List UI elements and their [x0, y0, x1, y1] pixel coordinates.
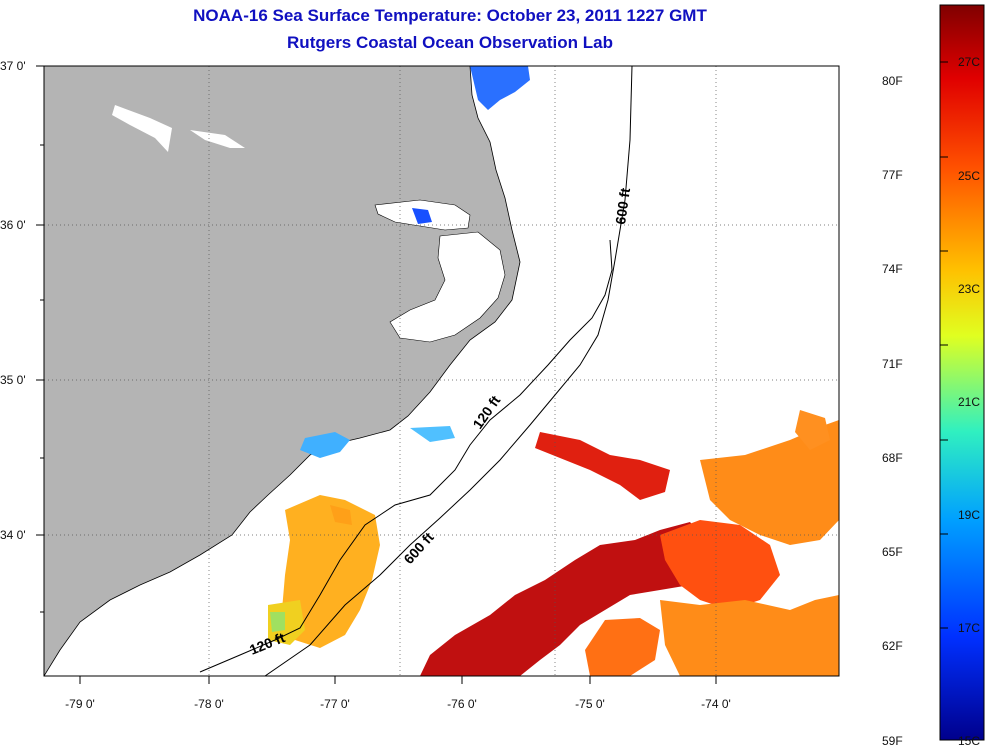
pamlico-sound [389, 231, 506, 343]
colorbar-f-label: 65F [882, 545, 903, 559]
colorbar-c-label: 15C [958, 734, 981, 748]
x-tick-label: -76 0' [447, 697, 477, 711]
colorbar-c-label: 17C [958, 621, 981, 635]
x-tick-label: -78 0' [194, 697, 224, 711]
x-tick-label: -79 0' [65, 697, 95, 711]
contour-label-600-north: 600 ft [612, 187, 633, 226]
map-subtitle: Rutgers Coastal Ocean Observation Lab [287, 33, 613, 52]
x-tick-label: -74 0' [701, 697, 731, 711]
y-tick-label: 34 0' [0, 528, 26, 542]
sst-patches [268, 66, 839, 676]
y-tick-label: 36 0' [0, 218, 26, 232]
contour-600ft [264, 66, 633, 676]
colorbar-c-label: 21C [958, 395, 981, 409]
colorbar-f-label: 77F [882, 168, 903, 182]
map-title: NOAA-16 Sea Surface Temperature: October… [193, 6, 707, 25]
colorbar-f-label: 74F [882, 262, 903, 276]
axis-ticks [36, 65, 717, 684]
colorbar-c-label: 23C [958, 282, 981, 296]
colorbar-c-label: 27C [958, 55, 981, 69]
y-tick-label: 35 0' [0, 373, 26, 387]
contour-120ft [199, 239, 613, 673]
colorbar-f-label: 62F [882, 639, 903, 653]
grid [44, 66, 839, 676]
inland-lake [112, 105, 172, 152]
colorbar-c-label: 25C [958, 169, 981, 183]
inland-lake-2 [190, 130, 245, 148]
plot-border [43, 65, 840, 677]
colorbar-f-label: 59F [882, 734, 903, 748]
colorbar-f-label: 68F [882, 451, 903, 465]
x-tick-label: -75 0' [575, 697, 605, 711]
colorbar-f-label: 71F [882, 357, 903, 371]
colorbar-f-label: 80F [882, 74, 903, 88]
y-tick-label: 37 0' [0, 59, 26, 73]
colorbar-ticks [940, 61, 948, 629]
x-tick-label: -77 0' [320, 697, 350, 711]
colorbar-c-label: 19C [958, 508, 981, 522]
colorbar [939, 4, 985, 741]
